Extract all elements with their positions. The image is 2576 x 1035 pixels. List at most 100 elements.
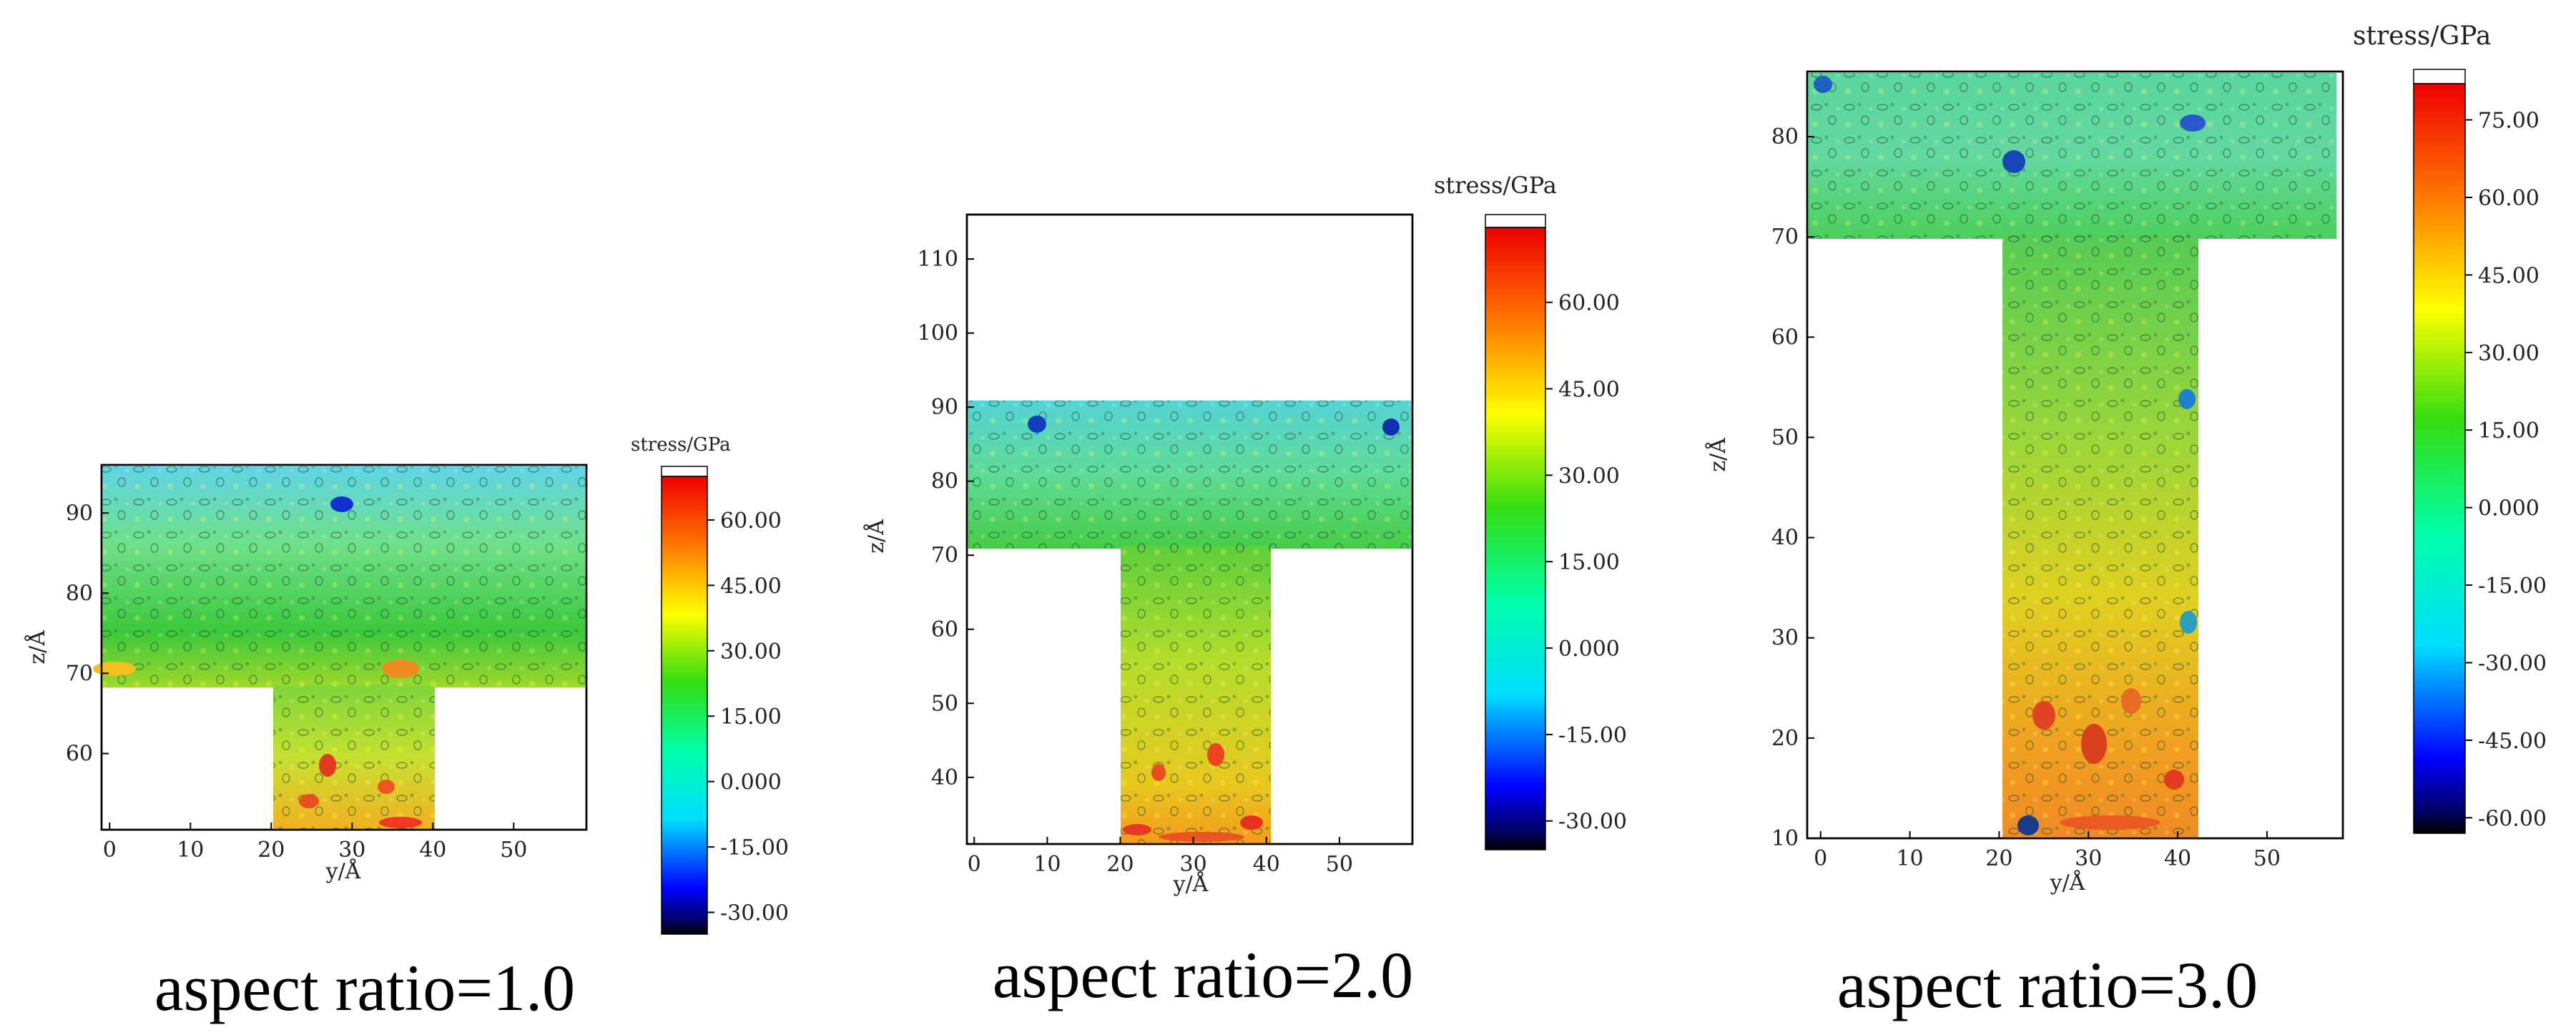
y-tick-label: 50: [931, 691, 958, 716]
stress-hotspot: [2180, 114, 2206, 132]
stress-hotspot: [1240, 815, 1263, 830]
plot-area: [1806, 70, 2344, 840]
colorbar-ticks: 60.00 45.00 30.00 15.00 0.000 -15.00 -30.00: [1545, 291, 1627, 835]
y-tick-label: 70: [1771, 225, 1799, 250]
x-tick-label: 0: [1814, 846, 1827, 871]
colorbar-tick-label: 45.00: [2478, 263, 2540, 288]
colorbar-tick-label: -15.00: [720, 835, 789, 860]
plot-area: [93, 463, 588, 831]
stress-hotspot: [2032, 701, 2055, 730]
y-tick-label: 60: [1771, 325, 1799, 350]
colorbar-tick-label: 30.00: [2478, 341, 2540, 366]
y-tick-label: 60: [931, 617, 958, 642]
y-tick-label: 70: [66, 661, 93, 686]
colorbar-empty-top: [1485, 214, 1546, 228]
colorbar: stress/GPa 60.00 45.00 30.00 15.00 0.000 -15.…: [1434, 172, 1627, 850]
x-tick-label: 50: [2253, 846, 2281, 871]
panel-aspect-1: 0 10 20 30 40 50 60 70 80 90 y/Å z/Å stress/GPa …: [24, 434, 789, 1024]
stress-hotspot: [2121, 688, 2141, 714]
stress-hotspot: [2178, 389, 2196, 409]
panel-aspect-3: 0 10 20 30 40 50 10 20 30 40 50 60 70 80 y/Å z/Å str…: [1705, 21, 2547, 1021]
x-tick-label: 40: [419, 838, 446, 863]
stress-field: [1807, 73, 2336, 838]
colorbar-tick-label: -45.00: [2478, 729, 2547, 754]
colorbar-tick-label: -15.00: [1558, 723, 1627, 748]
colorbar-title: stress/GPa: [1434, 172, 1557, 199]
y-tick-label: 80: [66, 581, 93, 606]
stress-hotspot: [2060, 815, 2160, 830]
stress-hotspot: [330, 496, 353, 512]
y-tick-label: 40: [931, 765, 958, 790]
colorbar-tick-label: 75.00: [2478, 109, 2540, 134]
colorbar-tick-label: 0.000: [2478, 496, 2540, 521]
stress-hotspot: [2017, 815, 2039, 835]
colorbar: stress/GPa 75.00 60.00 45.00 30.00 15.00 0.00…: [2353, 21, 2547, 834]
colorbar-tick-label: -30.00: [2478, 651, 2547, 676]
stress-hotspot: [319, 754, 336, 777]
stress-hotspot: [1151, 764, 1166, 781]
x-tick-label: 40: [2164, 846, 2191, 871]
colorbar-tick-label: 60.00: [1558, 291, 1620, 316]
colorbar-empty-top: [661, 466, 708, 477]
plot-area: [965, 213, 1414, 845]
caption: aspect ratio=1.0: [154, 951, 575, 1024]
y-axis-label: z/Å: [24, 630, 50, 664]
stress-hotspot: [1382, 418, 1400, 436]
x-axis-label: y/Å: [1173, 871, 1209, 897]
colorbar-empty-top: [2413, 69, 2466, 84]
stress-hotspot: [2164, 770, 2184, 790]
y-axis: 60 70 80 90: [66, 501, 109, 767]
x-tick-label: 0: [968, 852, 981, 877]
y-tick-label: 90: [931, 395, 958, 420]
stress-hotspot: [382, 659, 419, 678]
x-tick-label: 30: [338, 838, 365, 863]
stress-hotspot: [1159, 832, 1244, 842]
colorbar-gradient: [1485, 227, 1546, 850]
contour-texture: [1121, 546, 1271, 844]
contour-texture: [273, 685, 435, 830]
colorbar-ticks: 75.00 60.00 45.00 30.00 15.00 0.000 -15.00 -30.…: [2465, 109, 2547, 831]
stress-field: [93, 466, 586, 830]
plot-frame-outline: [100, 463, 588, 831]
x-tick-label: 50: [1326, 852, 1353, 877]
y-tick-label: 30: [1771, 626, 1799, 651]
stress-hotspot: [1814, 76, 1832, 93]
stress-hotspot: [299, 794, 319, 808]
stress-hotspot: [1123, 824, 1151, 835]
x-tick-label: 0: [103, 838, 117, 863]
colorbar-title: stress/GPa: [631, 434, 731, 456]
colorbar-tick-label: 60.00: [720, 509, 782, 534]
x-axis: 0 10 20 30 40 50: [103, 823, 527, 863]
stress-field: [967, 401, 1412, 844]
x-tick-label: 10: [1033, 852, 1061, 877]
x-tick-label: 30: [1180, 852, 1207, 877]
stress-hotspot: [93, 662, 136, 676]
y-tick-label: 40: [1771, 526, 1799, 551]
x-tick-label: 20: [1985, 846, 2012, 871]
x-tick-label: 30: [2075, 846, 2102, 871]
y-tick-label: 80: [1771, 124, 1799, 149]
caption: aspect ratio=3.0: [1837, 948, 2258, 1021]
y-tick-label: 90: [66, 501, 93, 526]
colorbar-tick-label: 45.00: [1558, 378, 1620, 403]
panel-aspect-2: 0 10 20 30 40 50 40 50 60 70 80 90 100 110 y/Å z/Å s…: [863, 172, 1627, 1011]
colorbar-tick-label: 0.000: [1558, 637, 1620, 662]
colorbar-ticks: 60.00 45.00 30.00 15.00 0.000 -15.00 -30.00: [707, 509, 789, 926]
colorbar-tick-label: -30.00: [1558, 810, 1627, 835]
stress-hotspot: [1207, 743, 1224, 766]
x-axis-label: y/Å: [325, 858, 361, 884]
x-axis-label: y/Å: [2050, 870, 2085, 896]
y-axis-label: z/Å: [863, 519, 889, 554]
contour-texture: [1807, 73, 2336, 239]
x-tick-label: 40: [1253, 852, 1280, 877]
y-tick-label: 70: [931, 543, 958, 568]
y-tick-label: 80: [931, 469, 958, 494]
colorbar-tick-label: 60.00: [2478, 186, 2540, 211]
x-axis: 0 10 20 30 40 50: [1814, 831, 2281, 871]
stress-hotspot: [2180, 611, 2197, 634]
x-tick-label: 10: [1896, 846, 1923, 871]
x-tick-label: 20: [257, 838, 285, 863]
colorbar-title: stress/GPa: [2353, 21, 2491, 51]
stress-hotspot: [1028, 416, 1046, 433]
